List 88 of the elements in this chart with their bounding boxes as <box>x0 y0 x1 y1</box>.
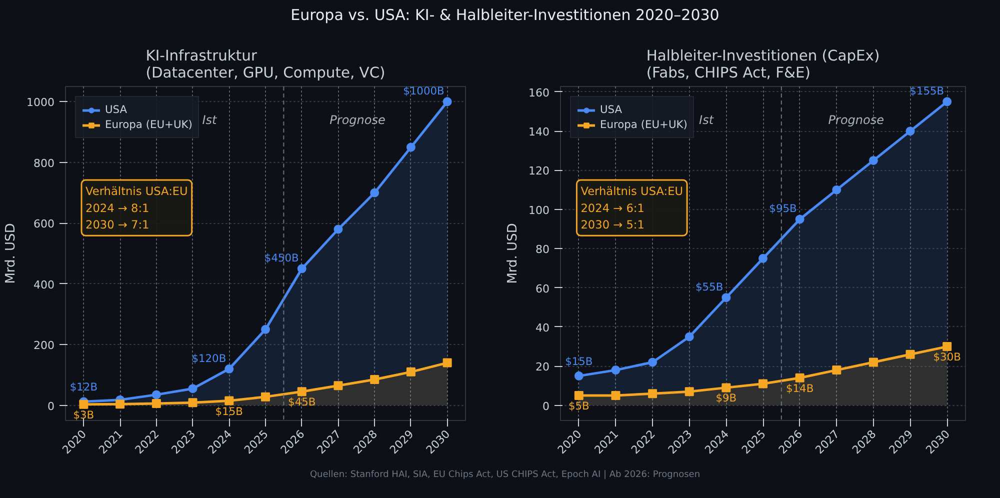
point <box>152 390 161 400</box>
point <box>79 400 88 409</box>
point <box>758 379 768 388</box>
point <box>370 188 380 198</box>
point <box>611 391 620 400</box>
data-label: $5B <box>568 400 590 413</box>
point <box>334 381 343 390</box>
data-label: $15B <box>215 404 243 418</box>
point <box>648 389 658 398</box>
annotation: Prognose <box>330 112 386 127</box>
point <box>297 264 306 274</box>
point <box>370 375 380 384</box>
point <box>261 324 270 334</box>
legend-label: USA <box>105 103 128 116</box>
point <box>684 332 694 342</box>
point <box>152 398 161 408</box>
point <box>611 366 620 375</box>
point <box>942 342 952 352</box>
data-label: $12B <box>70 380 98 394</box>
annotation: Verhältnis USA:EU 2024 → 8:1 2030 → 7:1 <box>86 184 188 232</box>
point <box>795 214 804 224</box>
point <box>868 358 878 367</box>
chart-subtitle: Halbleiter-Investitionen (CapEx) (Fabs, CHIPS Act, F&E) <box>646 48 880 82</box>
point <box>574 391 584 400</box>
point <box>116 400 125 409</box>
data-label: $3B <box>73 408 94 422</box>
point <box>442 358 452 368</box>
data-label: $450B <box>264 252 299 265</box>
point <box>832 366 842 375</box>
data-label: $15B <box>565 354 593 368</box>
point <box>832 185 842 194</box>
text: Europa vs. USA: KI- & Halbleiter-Investitionen 2020–2030 <box>290 5 720 26</box>
y-tick-label: 40 <box>536 321 550 334</box>
data-label: $9B <box>716 392 737 405</box>
y-axis-title: Mrd. USD <box>4 223 19 284</box>
y-tick-label: 160 <box>528 86 550 100</box>
y-tick-label: 600 <box>34 218 55 231</box>
point <box>868 156 878 165</box>
annotation: Verhältnis USA:EU 2024 → 6:1 2030 → 5:1 <box>580 184 684 232</box>
y-tick-label: 120 <box>528 164 550 178</box>
data-label: $55B <box>696 280 724 294</box>
data-label: $30B <box>933 350 961 364</box>
legend-label: Europa (EU+UK) <box>105 118 192 131</box>
point <box>188 384 198 394</box>
point <box>574 371 584 380</box>
point <box>722 383 731 392</box>
point <box>224 396 234 406</box>
point <box>906 350 915 359</box>
chart-subtitle: KI-Infrastruktur (Datacenter, GPU, Compute, VC) <box>146 48 386 82</box>
point <box>684 387 694 396</box>
point <box>261 392 270 402</box>
point <box>722 293 731 302</box>
point <box>334 224 343 234</box>
point <box>442 97 452 106</box>
point <box>758 254 768 263</box>
annotation: Ist <box>699 112 715 127</box>
legend-label: USA <box>600 103 622 116</box>
annotation: Prognose <box>828 112 884 127</box>
y-tick-label: 0 <box>48 400 54 413</box>
data-label: $120B <box>192 352 226 365</box>
source-note: Quellen: Stanford HAI, SIA, EU Chips Act, US CHIPS Act, Epoch AI | Ab 2026: Prognosen <box>310 469 700 482</box>
data-label: $45B <box>288 396 316 409</box>
point <box>297 387 306 396</box>
y-tick-label: 140 <box>528 126 550 139</box>
point <box>648 358 658 367</box>
point <box>942 97 952 106</box>
y-axis-title: Mrd. USD <box>506 223 521 284</box>
point <box>906 126 915 136</box>
y-tick-label: 400 <box>34 278 55 292</box>
point <box>224 364 234 374</box>
data-label: $14B <box>786 382 814 395</box>
y-tick-label: 60 <box>536 282 550 296</box>
data-label: $95B <box>769 202 797 216</box>
legend-label: Europa (EU+UK) <box>600 118 688 131</box>
y-tick-label: 800 <box>34 156 55 170</box>
y-tick-label: 80 <box>536 243 550 256</box>
y-tick-label: 0 <box>542 400 550 413</box>
point <box>406 367 416 376</box>
y-tick-label: 1000 <box>26 96 55 110</box>
data-label: $155B <box>910 84 944 98</box>
data-label: $1000B <box>403 84 444 98</box>
y-tick-label: 200 <box>34 339 55 352</box>
annotation: Ist <box>202 112 218 127</box>
y-tick-label: 100 <box>528 204 550 217</box>
point <box>188 398 198 408</box>
point <box>406 142 416 152</box>
y-tick-label: 20 <box>536 360 550 374</box>
point <box>795 373 804 382</box>
